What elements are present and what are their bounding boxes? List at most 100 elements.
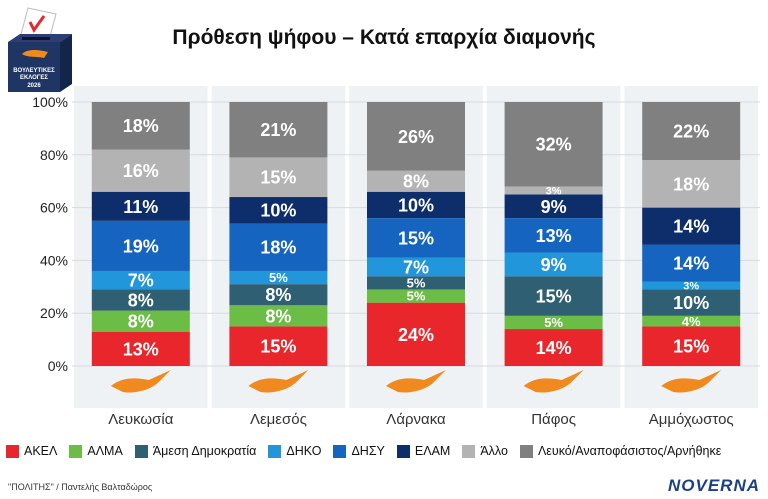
data-label: 8% xyxy=(265,285,291,305)
bar-segment-ΑΚΕΛ xyxy=(367,302,465,366)
legend-swatch xyxy=(69,444,83,458)
y-tick-label: 20% xyxy=(40,305,68,321)
legend-item: ΑΚΕΛ xyxy=(6,444,57,458)
data-label: 8% xyxy=(403,172,429,192)
legend-label: ΑΛΜΑ xyxy=(87,444,123,458)
y-tick-label: 0% xyxy=(48,358,68,374)
legend-label: Λευκό/Αναποφάσιστος/Αρνήθηκε xyxy=(537,444,722,458)
legend-item: ΔΗΚΟ xyxy=(268,444,321,458)
bar-segment-ΕΛΑΜ xyxy=(504,194,603,219)
cyprus-map-icon xyxy=(661,370,722,393)
data-label: 10% xyxy=(673,293,709,313)
bar-segment-Άμεση Δημοκρατία xyxy=(229,284,328,306)
data-label: 18% xyxy=(260,238,296,258)
data-label: 10% xyxy=(260,201,296,221)
data-label: 16% xyxy=(123,161,159,181)
data-label: 22% xyxy=(673,122,709,142)
data-label: 8% xyxy=(128,290,154,310)
data-label: 13% xyxy=(536,226,572,246)
bar-segment-ΔΗΣΥ xyxy=(642,244,741,282)
data-label: 8% xyxy=(128,312,154,332)
data-label: 10% xyxy=(398,195,434,215)
bar-segment-Λευκό/Αναποφάσιστος/Αρνήθηκε xyxy=(367,102,465,171)
bar-segment-ΕΛΑΜ xyxy=(642,207,741,245)
data-label: 24% xyxy=(398,325,434,345)
data-label: 15% xyxy=(260,168,296,188)
bar-segment-ΕΛΑΜ xyxy=(229,197,328,224)
legend-item: Άλλο xyxy=(462,444,508,458)
legend-item: Άμεση Δημοκρατία xyxy=(134,444,257,458)
chart-title: Πρόθεση ψήφου – Κατά επαρχία διαμονής xyxy=(172,26,596,49)
data-label: 19% xyxy=(123,236,159,256)
data-label: 5% xyxy=(407,289,426,304)
logo-line-2: ΕΚΛΟΓΕΣ xyxy=(20,75,48,81)
legend-label: ΑΚΕΛ xyxy=(24,444,58,458)
credit-text: "ΠΟΛΙΤΗΣ" / Παντελής Βαλταδώρος xyxy=(8,482,153,492)
y-tick-label: 40% xyxy=(40,252,68,268)
legend-label: Άμεση Δημοκρατία xyxy=(152,444,257,458)
bar-segment-ΔΗΚΟ xyxy=(367,257,465,277)
bar-segment-ΔΗΣΥ xyxy=(504,218,603,253)
data-label: 15% xyxy=(260,337,296,357)
data-label: 15% xyxy=(536,287,572,307)
ballot-box-logo: ΒΟΥΛΕΥΤΙΚΕΣ ΕΚΛΟΓΕΣ 2026 xyxy=(8,7,72,92)
bar-segment-ΔΗΚΟ xyxy=(504,252,603,277)
y-tick-label: 100% xyxy=(32,94,68,110)
bar-segment-ΕΛΑΜ xyxy=(91,191,190,221)
legend-swatch xyxy=(462,444,476,458)
y-tick-label: 60% xyxy=(40,200,68,216)
bar-segment-Άλλο xyxy=(91,149,190,192)
legend-label: Άλλο xyxy=(480,444,508,458)
bar-segment-Άλλο xyxy=(504,186,603,195)
data-label: 4% xyxy=(682,314,701,329)
data-label: 11% xyxy=(123,197,158,217)
bar-segment-Άλλο xyxy=(642,160,741,208)
bar-segment-ΑΚΕΛ xyxy=(642,326,741,366)
data-label: 5% xyxy=(407,276,426,291)
bar-segment-ΔΗΚΟ xyxy=(642,281,741,290)
stacked-bar-chart: 0%20%40%60%80%100%13%8%8%7%19%11%16%18%Λ… xyxy=(32,86,760,428)
category-label: Αμμόχωστος xyxy=(649,411,734,428)
legend-label: ΕΛΑΜ xyxy=(414,444,451,458)
bar-segment-ΑΛΜΑ xyxy=(642,315,741,327)
legend-item: Λευκό/Αναποφάσιστος/Αρνήθηκε xyxy=(519,444,722,458)
chart-legend: ΑΚΕΛ ΑΛΜΑ Άμεση Δημοκρατία ΔΗΚΟ ΔΗΣΥ ΕΛΑΜ Άλλο… xyxy=(6,444,768,458)
data-label: 14% xyxy=(673,217,709,237)
legend-swatch xyxy=(519,444,533,458)
data-label: 15% xyxy=(398,228,434,248)
data-label: 9% xyxy=(541,197,567,217)
data-label: 5% xyxy=(544,315,563,330)
bar-segment-ΑΚΕΛ xyxy=(504,329,603,366)
category-label: Λάρνακα xyxy=(386,411,446,428)
data-label: 18% xyxy=(123,116,159,136)
category-label: Λεμεσός xyxy=(250,411,307,428)
bar-segment-Λευκό/Αναποφάσιστος/Αρνήθηκε xyxy=(229,102,328,158)
bar-segment-ΑΛΜΑ xyxy=(367,289,465,303)
legend-label: ΔΗΣΥ xyxy=(351,444,385,458)
bar-segment-ΑΛΜΑ xyxy=(91,310,190,332)
cyprus-map-icon xyxy=(248,370,309,393)
cyprus-map-icon xyxy=(110,370,171,393)
bar-segment-Λευκό/Αναποφάσιστος/Αρνήθηκε xyxy=(504,102,603,187)
data-label: 21% xyxy=(260,120,296,140)
data-label: 7% xyxy=(128,271,154,291)
legend-item: ΑΛΜΑ xyxy=(69,444,123,458)
data-label: 13% xyxy=(123,339,159,359)
data-label: 32% xyxy=(536,135,572,155)
data-label: 15% xyxy=(673,337,709,357)
legend-swatch xyxy=(333,444,347,458)
bar-segment-ΔΗΚΟ xyxy=(91,270,190,290)
bar-segment-Λευκό/Αναποφάσιστος/Αρνήθηκε xyxy=(91,102,190,150)
data-label: 14% xyxy=(673,254,709,274)
logo-line-3: 2026 xyxy=(27,83,41,89)
legend-swatch xyxy=(268,444,282,458)
bar-segment-Άμεση Δημοκρατία xyxy=(504,276,603,316)
cyprus-map-icon xyxy=(386,370,446,393)
bar-segment-ΔΗΣΥ xyxy=(229,223,328,271)
data-label: 14% xyxy=(536,338,572,358)
legend-item: ΕΛΑΜ xyxy=(396,444,451,458)
logo-line-1: ΒΟΥΛΕΥΤΙΚΕΣ xyxy=(13,68,55,74)
legend-item: ΔΗΣΥ xyxy=(333,444,385,458)
data-label: 18% xyxy=(673,174,709,194)
legend-label: ΔΗΚΟ xyxy=(286,444,322,458)
